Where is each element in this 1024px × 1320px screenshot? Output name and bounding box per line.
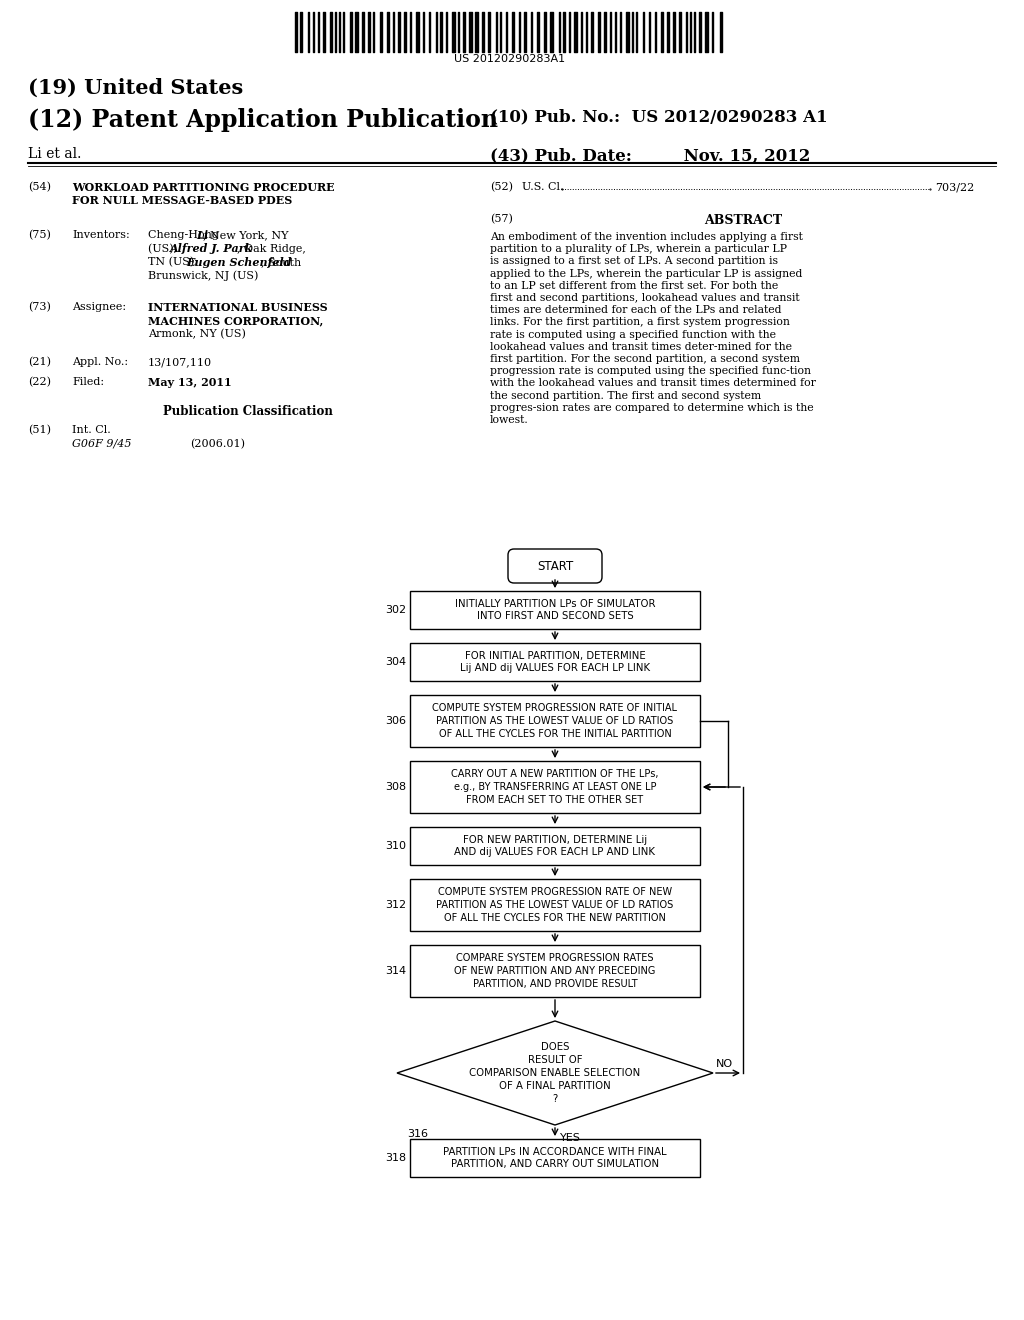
Text: first partition. For the second partition, a second system: first partition. For the second partitio… [490,354,800,364]
Text: progres-sion rates are compared to determine which is the: progres-sion rates are compared to deter… [490,403,814,413]
Text: INTERNATIONAL BUSINESS: INTERNATIONAL BUSINESS [148,302,328,313]
Text: applied to the LPs, wherein the particular LP is assigned: applied to the LPs, wherein the particul… [490,268,803,279]
Text: 304: 304 [385,657,406,667]
Text: (US);: (US); [148,243,181,253]
Text: TN (US);: TN (US); [148,257,202,268]
Text: with the lookahead values and transit times determined for: with the lookahead values and transit ti… [490,379,816,388]
Text: , Oak Ridge,: , Oak Ridge, [237,243,306,253]
Text: lookahead values and transit times deter-mined for the: lookahead values and transit times deter… [490,342,792,352]
FancyBboxPatch shape [410,762,700,813]
Text: FOR NULL MESSAGE-BASED PDES: FOR NULL MESSAGE-BASED PDES [72,195,292,206]
Text: 302: 302 [385,605,406,615]
Text: Appl. No.:: Appl. No.: [72,356,128,367]
Text: An embodiment of the invention includes applying a first: An embodiment of the invention includes … [490,232,803,242]
FancyBboxPatch shape [410,945,700,997]
Text: (12) Patent Application Publication: (12) Patent Application Publication [28,108,498,132]
Text: 306: 306 [385,715,406,726]
Text: INITIALLY PARTITION LPs OF SIMULATOR
INTO FIRST AND SECOND SETS: INITIALLY PARTITION LPs OF SIMULATOR INT… [455,598,655,622]
Text: Brunswick, NJ (US): Brunswick, NJ (US) [148,271,258,281]
Text: 308: 308 [385,781,406,792]
Polygon shape [397,1020,713,1125]
Text: Inventors:: Inventors: [72,230,130,240]
Text: (43) Pub. Date:         Nov. 15, 2012: (43) Pub. Date: Nov. 15, 2012 [490,147,810,164]
Text: progression rate is computed using the specified func-tion: progression rate is computed using the s… [490,366,811,376]
Text: (54): (54) [28,182,51,193]
FancyBboxPatch shape [410,696,700,747]
Text: (22): (22) [28,378,51,387]
Text: US 20120290283A1: US 20120290283A1 [455,54,565,63]
FancyBboxPatch shape [508,549,602,583]
Text: U.S. Cl.: U.S. Cl. [522,182,563,191]
Text: DOES
RESULT OF
COMPARISON ENABLE SELECTION
OF A FINAL PARTITION
?: DOES RESULT OF COMPARISON ENABLE SELECTI… [469,1043,641,1104]
Text: the second partition. The first and second system: the second partition. The first and seco… [490,391,761,400]
Text: (2006.01): (2006.01) [190,438,245,449]
Text: CARRY OUT A NEW PARTITION OF THE LPs,
e.g., BY TRANSFERRING AT LEAST ONE LP
FROM: CARRY OUT A NEW PARTITION OF THE LPs, e.… [452,770,658,805]
Text: is assigned to a first set of LPs. A second partition is: is assigned to a first set of LPs. A sec… [490,256,778,267]
Text: , New York, NY: , New York, NY [203,230,289,240]
Text: Filed:: Filed: [72,378,104,387]
Text: partition to a plurality of LPs, wherein a particular LP: partition to a plurality of LPs, wherein… [490,244,787,255]
Text: (52): (52) [490,182,513,193]
Text: COMPUTE SYSTEM PROGRESSION RATE OF NEW
PARTITION AS THE LOWEST VALUE OF LD RATIO: COMPUTE SYSTEM PROGRESSION RATE OF NEW P… [436,887,674,923]
Text: 13/107,110: 13/107,110 [148,356,212,367]
Text: (21): (21) [28,356,51,367]
Text: Li: Li [196,230,208,242]
Text: Publication Classification: Publication Classification [163,405,333,418]
FancyBboxPatch shape [410,643,700,681]
Text: YES: YES [560,1133,581,1143]
Text: Alfred J. Park: Alfred J. Park [170,243,253,255]
FancyBboxPatch shape [410,591,700,630]
Text: 312: 312 [385,900,406,909]
Text: rate is computed using a specified function with the: rate is computed using a specified funct… [490,330,776,339]
Text: WORKLOAD PARTITIONING PROCEDURE: WORKLOAD PARTITIONING PROCEDURE [72,182,335,193]
Text: , South: , South [261,257,301,267]
Text: (10) Pub. No.:  US 2012/0290283 A1: (10) Pub. No.: US 2012/0290283 A1 [490,108,827,125]
Text: MACHINES CORPORATION,: MACHINES CORPORATION, [148,315,324,326]
Text: 316: 316 [407,1129,428,1139]
Text: (19) United States: (19) United States [28,78,244,98]
Text: times are determined for each of the LPs and related: times are determined for each of the LPs… [490,305,781,315]
Text: 310: 310 [385,841,406,851]
Text: G06F 9/45: G06F 9/45 [72,438,131,449]
Text: to an LP set different from the first set. For both the: to an LP set different from the first se… [490,281,778,290]
Text: 703/22: 703/22 [935,182,974,191]
Text: May 13, 2011: May 13, 2011 [148,378,231,388]
Text: 318: 318 [385,1152,406,1163]
Text: Armonk, NY (US): Armonk, NY (US) [148,329,246,339]
FancyBboxPatch shape [410,879,700,931]
Text: 314: 314 [385,966,406,975]
Text: COMPUTE SYSTEM PROGRESSION RATE OF INITIAL
PARTITION AS THE LOWEST VALUE OF LD R: COMPUTE SYSTEM PROGRESSION RATE OF INITI… [432,704,678,739]
FancyBboxPatch shape [410,1139,700,1177]
Text: Eugen Schenfeld: Eugen Schenfeld [186,257,292,268]
Text: NO: NO [716,1059,733,1069]
FancyBboxPatch shape [410,828,700,865]
Text: (57): (57) [490,214,513,224]
Text: (51): (51) [28,425,51,436]
Text: Int. Cl.: Int. Cl. [72,425,111,436]
Text: ABSTRACT: ABSTRACT [703,214,782,227]
Text: FOR INITIAL PARTITION, DETERMINE
Lij AND dij VALUES FOR EACH LP LINK: FOR INITIAL PARTITION, DETERMINE Lij AND… [460,651,650,673]
Text: COMPARE SYSTEM PROGRESSION RATES
OF NEW PARTITION AND ANY PRECEDING
PARTITION, A: COMPARE SYSTEM PROGRESSION RATES OF NEW … [455,953,655,989]
Text: Cheng-Hong: Cheng-Hong [148,230,222,240]
Text: lowest.: lowest. [490,414,528,425]
Text: (75): (75) [28,230,51,240]
Text: Assignee:: Assignee: [72,302,126,312]
Text: first and second partitions, lookahead values and transit: first and second partitions, lookahead v… [490,293,800,304]
Text: FOR NEW PARTITION, DETERMINE Lij
AND dij VALUES FOR EACH LP AND LINK: FOR NEW PARTITION, DETERMINE Lij AND dij… [455,834,655,858]
Text: START: START [537,560,573,573]
Text: links. For the first partition, a first system progression: links. For the first partition, a first … [490,317,790,327]
Text: Li et al.: Li et al. [28,147,81,161]
Text: (73): (73) [28,302,51,313]
Text: PARTITION LPs IN ACCORDANCE WITH FINAL
PARTITION, AND CARRY OUT SIMULATION: PARTITION LPs IN ACCORDANCE WITH FINAL P… [443,1147,667,1170]
